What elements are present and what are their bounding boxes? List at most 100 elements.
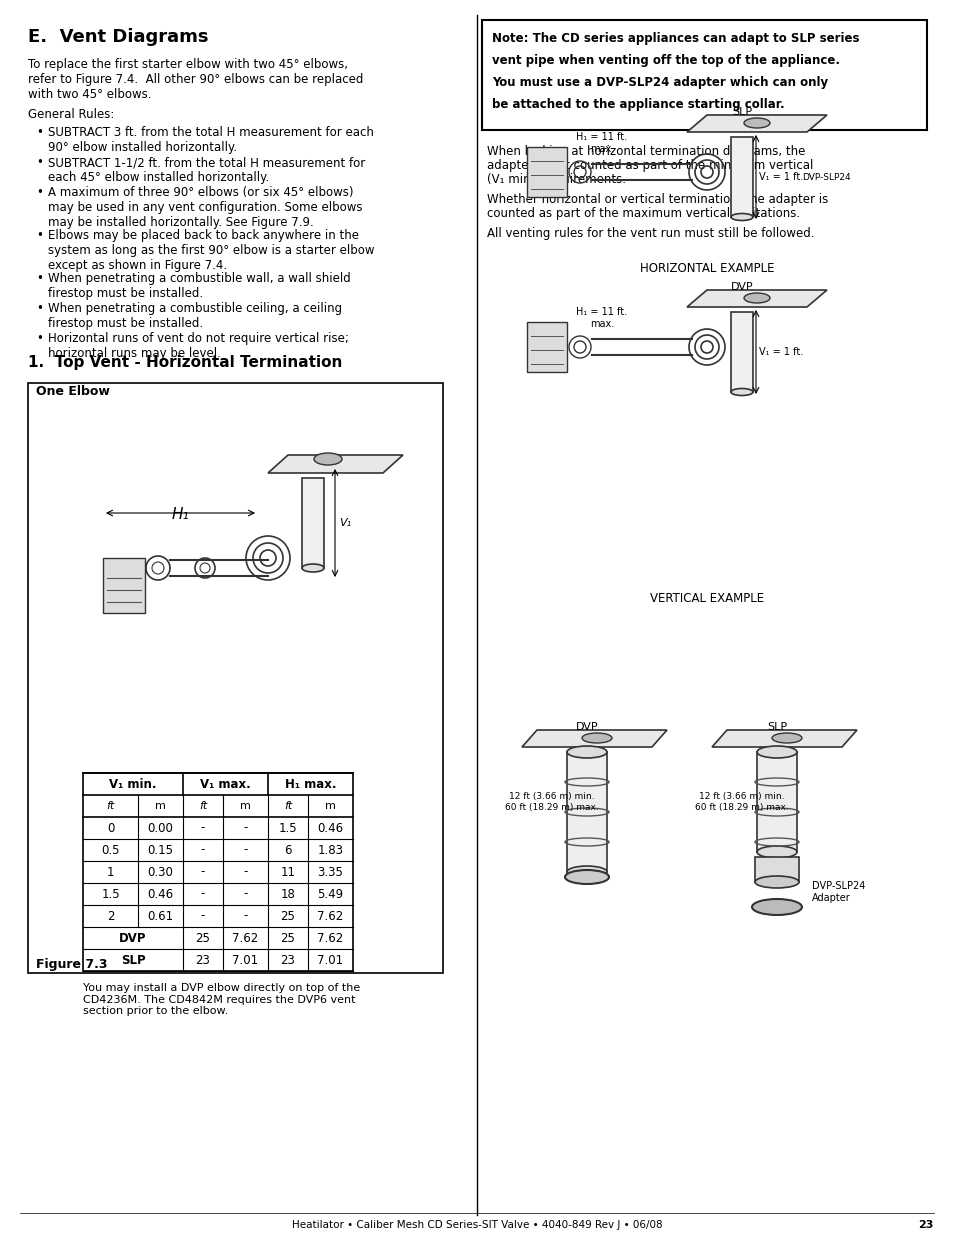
Ellipse shape xyxy=(581,734,612,743)
Text: -: - xyxy=(200,821,205,835)
Text: V₁ min.: V₁ min. xyxy=(110,778,156,790)
Ellipse shape xyxy=(743,293,769,303)
Ellipse shape xyxy=(314,453,341,466)
Text: Whether horizontal or vertical termination, the adapter is: Whether horizontal or vertical terminati… xyxy=(486,193,827,206)
Text: adapter is not counted as part of the minimum vertical: adapter is not counted as part of the mi… xyxy=(486,159,813,172)
Text: DVP: DVP xyxy=(730,282,753,291)
Polygon shape xyxy=(686,290,826,308)
Text: 7.01: 7.01 xyxy=(317,953,343,967)
Text: H₁ = 11 ft.
max.: H₁ = 11 ft. max. xyxy=(576,132,627,153)
Ellipse shape xyxy=(566,746,606,758)
Text: A maximum of three 90° elbows (or six 45° elbows)
may be used in any vent config: A maximum of three 90° elbows (or six 45… xyxy=(48,186,362,228)
Text: 2: 2 xyxy=(107,909,114,923)
Text: General Rules:: General Rules: xyxy=(28,107,114,121)
Text: One Elbow: One Elbow xyxy=(36,385,110,398)
Text: DVP-SLP24: DVP-SLP24 xyxy=(801,173,850,182)
Text: 12 ft (3.66 m) min.
60 ft (18.29 m) max.: 12 ft (3.66 m) min. 60 ft (18.29 m) max. xyxy=(504,793,598,811)
Text: -: - xyxy=(243,909,248,923)
Ellipse shape xyxy=(751,899,801,915)
Text: 5.49: 5.49 xyxy=(317,888,343,900)
Text: Figure 7.3: Figure 7.3 xyxy=(36,958,108,971)
Text: 23: 23 xyxy=(918,1220,933,1230)
Text: -: - xyxy=(200,909,205,923)
Text: 6: 6 xyxy=(284,844,292,857)
Text: V₁: V₁ xyxy=(338,517,351,529)
Text: 7.62: 7.62 xyxy=(233,931,258,945)
Text: DVP: DVP xyxy=(119,931,147,945)
Text: 0.61: 0.61 xyxy=(148,909,173,923)
Text: 7.62: 7.62 xyxy=(317,909,343,923)
Ellipse shape xyxy=(564,869,608,884)
Text: E.  Vent Diagrams: E. Vent Diagrams xyxy=(28,28,209,46)
Text: V₁ = 1 ft.: V₁ = 1 ft. xyxy=(759,347,802,357)
Bar xyxy=(302,478,324,568)
Text: H₁ max.: H₁ max. xyxy=(284,778,335,790)
Text: •: • xyxy=(36,186,43,199)
Text: m: m xyxy=(240,802,251,811)
Text: m: m xyxy=(325,802,335,811)
Text: -: - xyxy=(200,866,205,878)
Text: 1.5: 1.5 xyxy=(101,888,120,900)
Text: be attached to the appliance starting collar.: be attached to the appliance starting co… xyxy=(492,98,783,111)
Text: H₁: H₁ xyxy=(171,508,189,522)
Text: •: • xyxy=(36,156,43,169)
Bar xyxy=(526,322,566,372)
Text: 25: 25 xyxy=(280,909,295,923)
Text: •: • xyxy=(36,228,43,242)
Text: 3.35: 3.35 xyxy=(317,866,343,878)
Text: SLP: SLP xyxy=(766,722,786,732)
Bar xyxy=(83,773,353,971)
Text: All venting rules for the vent run must still be followed.: All venting rules for the vent run must … xyxy=(486,227,814,240)
Text: 7.62: 7.62 xyxy=(317,931,343,945)
Text: vent pipe when venting off the top of the appliance.: vent pipe when venting off the top of th… xyxy=(492,54,840,67)
Text: SUBTRACT 3 ft. from the total H measurement for each
90° elbow installed horizon: SUBTRACT 3 ft. from the total H measurem… xyxy=(48,126,374,154)
Text: When looking at horizontal termination diagrams, the: When looking at horizontal termination d… xyxy=(486,144,804,158)
Text: To replace the first starter elbow with two 45° elbows,
refer to Figure 7.4.  Al: To replace the first starter elbow with … xyxy=(28,58,363,101)
Text: 1.  Top Vent - Horizontal Termination: 1. Top Vent - Horizontal Termination xyxy=(28,354,342,370)
Text: Note: The CD series appliances can adapt to SLP series: Note: The CD series appliances can adapt… xyxy=(492,32,859,44)
Ellipse shape xyxy=(302,564,324,572)
Text: 0.15: 0.15 xyxy=(148,844,173,857)
Text: Elbows may be placed back to back anywhere in the
system as long as the first 90: Elbows may be placed back to back anywhe… xyxy=(48,228,375,272)
Text: 0.00: 0.00 xyxy=(148,821,173,835)
Text: You may install a DVP elbow directly on top of the
CD4236M. The CD4842M requires: You may install a DVP elbow directly on … xyxy=(83,983,360,1016)
Text: -: - xyxy=(243,821,248,835)
Ellipse shape xyxy=(754,876,799,888)
Text: 0.5: 0.5 xyxy=(101,844,120,857)
Text: V₁ max.: V₁ max. xyxy=(200,778,251,790)
Ellipse shape xyxy=(743,119,769,128)
Text: 11: 11 xyxy=(280,866,295,878)
Text: •: • xyxy=(36,126,43,140)
Ellipse shape xyxy=(757,746,796,758)
Text: DVP-SLP24
Adapter: DVP-SLP24 Adapter xyxy=(811,882,864,903)
Ellipse shape xyxy=(730,389,752,395)
Text: counted as part of the maximum vertical limitations.: counted as part of the maximum vertical … xyxy=(486,207,800,220)
Text: VERTICAL EXAMPLE: VERTICAL EXAMPLE xyxy=(649,592,763,605)
Text: HORIZONTAL EXAMPLE: HORIZONTAL EXAMPLE xyxy=(639,262,774,275)
Text: 23: 23 xyxy=(195,953,211,967)
Text: 12 ft (3.66 m) min.
60 ft (18.29 m) max.: 12 ft (3.66 m) min. 60 ft (18.29 m) max. xyxy=(695,793,788,811)
Polygon shape xyxy=(711,730,856,747)
Bar xyxy=(730,312,752,391)
Polygon shape xyxy=(686,115,826,132)
Polygon shape xyxy=(521,730,666,747)
Text: 25: 25 xyxy=(280,931,295,945)
Polygon shape xyxy=(268,454,402,473)
Text: SLP: SLP xyxy=(121,953,145,967)
Bar xyxy=(526,147,566,198)
Text: 23: 23 xyxy=(280,953,295,967)
Text: 0.46: 0.46 xyxy=(317,821,343,835)
Text: (V₁ min.) requirements.: (V₁ min.) requirements. xyxy=(486,173,625,186)
Text: 18: 18 xyxy=(280,888,295,900)
Bar xyxy=(103,558,145,613)
Text: DVP: DVP xyxy=(575,722,598,732)
Bar xyxy=(28,383,442,973)
Text: When penetrating a combustible wall, a wall shield
firestop must be installed.: When penetrating a combustible wall, a w… xyxy=(48,272,351,300)
Text: SLP: SLP xyxy=(731,107,751,117)
Text: Heatilator • Caliber Mesh CD Series-SIT Valve • 4040-849 Rev J • 06/08: Heatilator • Caliber Mesh CD Series-SIT … xyxy=(292,1220,661,1230)
Text: -: - xyxy=(243,866,248,878)
Text: You must use a DVP-SLP24 adapter which can only: You must use a DVP-SLP24 adapter which c… xyxy=(492,77,827,89)
Text: •: • xyxy=(36,332,43,345)
Bar xyxy=(754,857,799,882)
Text: 7.01: 7.01 xyxy=(233,953,258,967)
